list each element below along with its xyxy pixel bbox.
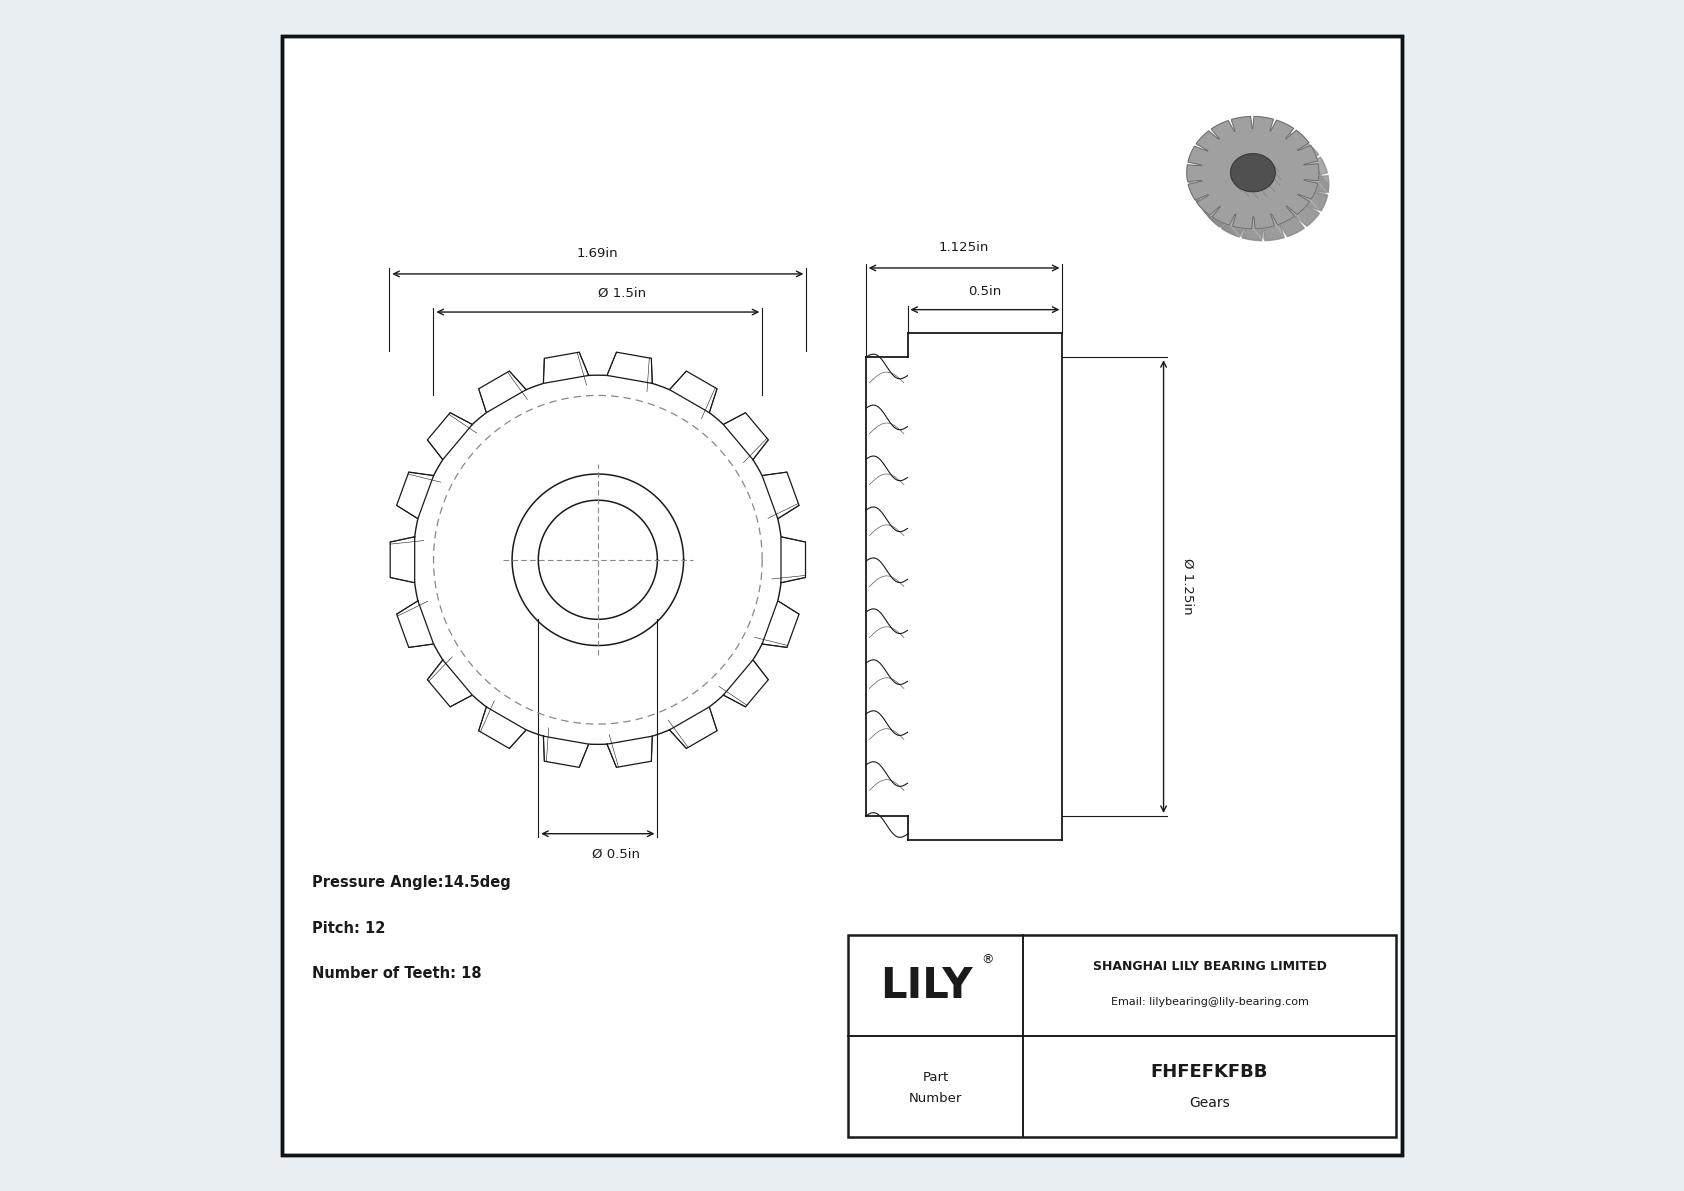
Polygon shape xyxy=(397,472,433,519)
Text: LILY: LILY xyxy=(879,965,972,1006)
Bar xyxy=(849,935,1396,1137)
Polygon shape xyxy=(478,707,525,748)
Polygon shape xyxy=(670,707,717,748)
Text: Pressure Angle:14.5deg: Pressure Angle:14.5deg xyxy=(312,875,510,891)
Polygon shape xyxy=(397,600,433,648)
Text: Gears: Gears xyxy=(1189,1097,1229,1110)
Text: 1.69in: 1.69in xyxy=(578,247,618,260)
Polygon shape xyxy=(763,472,798,519)
Polygon shape xyxy=(1231,154,1275,192)
Polygon shape xyxy=(428,413,472,460)
Polygon shape xyxy=(391,537,414,582)
Polygon shape xyxy=(544,736,589,767)
Polygon shape xyxy=(670,372,717,412)
Polygon shape xyxy=(781,537,805,582)
Text: Ø 0.5in: Ø 0.5in xyxy=(591,848,640,861)
Polygon shape xyxy=(763,600,798,648)
Text: Number: Number xyxy=(909,1092,962,1105)
Text: Email: lilybearing@lily-bearing.com: Email: lilybearing@lily-bearing.com xyxy=(1111,997,1308,1008)
Polygon shape xyxy=(606,353,652,384)
Polygon shape xyxy=(1187,117,1319,229)
Text: 0.5in: 0.5in xyxy=(968,285,1002,298)
Text: Part: Part xyxy=(923,1071,948,1084)
Text: Ø 1.25in: Ø 1.25in xyxy=(1182,559,1194,615)
Text: Pitch: 12: Pitch: 12 xyxy=(312,921,386,936)
Text: Ø 1.5in: Ø 1.5in xyxy=(598,287,645,300)
Polygon shape xyxy=(724,413,768,460)
Text: Number of Teeth: 18: Number of Teeth: 18 xyxy=(312,966,482,981)
Text: FHFEFKFBB: FHFEFKFBB xyxy=(1150,1064,1268,1081)
Bar xyxy=(1152,71,1354,274)
Polygon shape xyxy=(544,353,589,384)
Polygon shape xyxy=(478,372,525,412)
Text: 1.125in: 1.125in xyxy=(940,241,989,254)
Polygon shape xyxy=(606,736,652,767)
Polygon shape xyxy=(724,660,768,706)
Text: SHANGHAI LILY BEARING LIMITED: SHANGHAI LILY BEARING LIMITED xyxy=(1093,960,1327,973)
Polygon shape xyxy=(428,660,472,706)
Polygon shape xyxy=(1197,129,1329,241)
Text: ®: ® xyxy=(980,953,994,966)
